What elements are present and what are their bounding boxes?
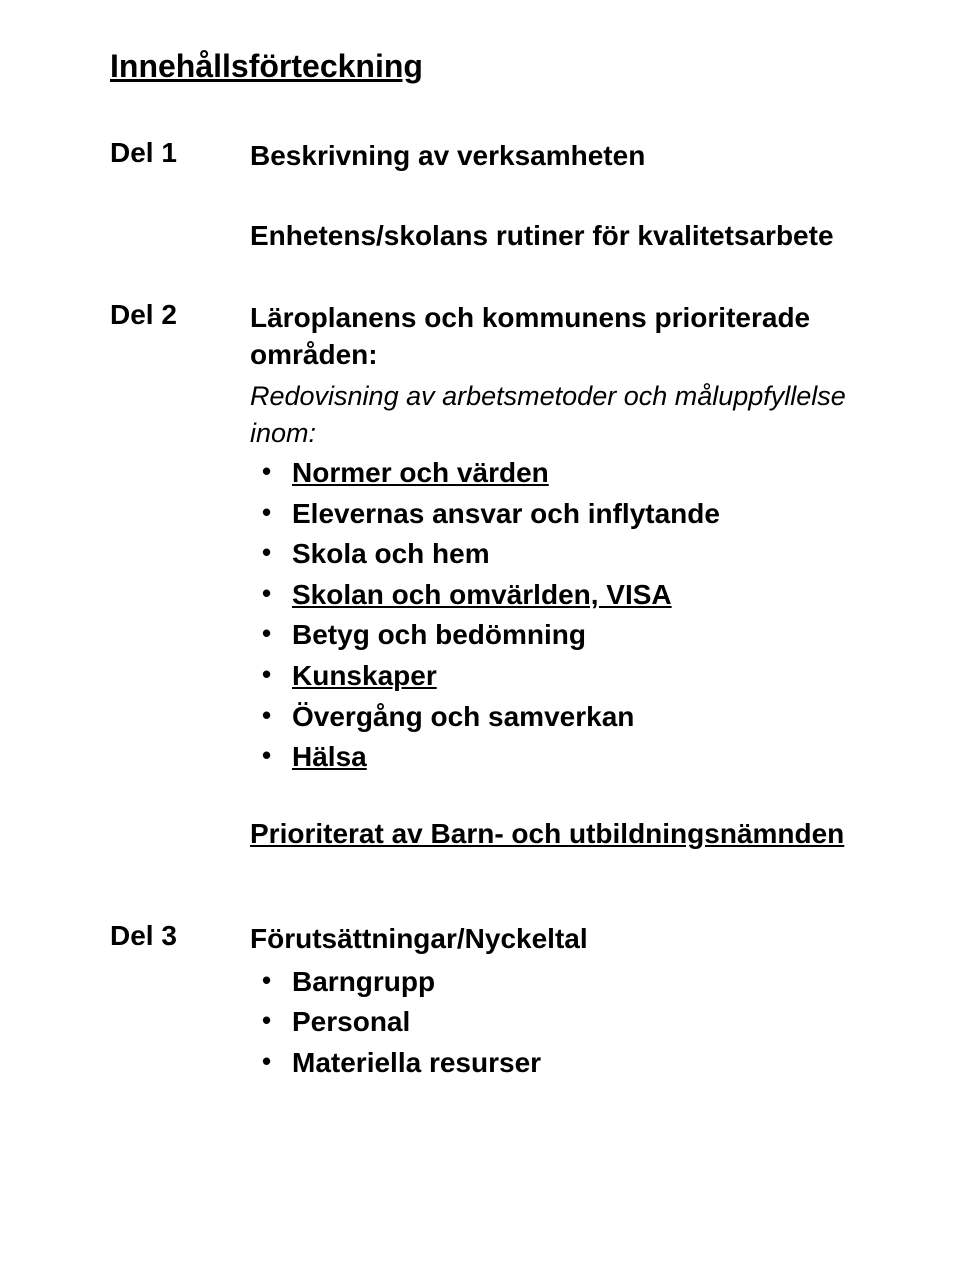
list-item: Skola och hem [292,534,870,575]
del2-label: Del 2 [110,299,250,331]
del2-body: Läroplanens och kommunens priori­terade … [250,299,870,850]
list-item: Elevernas ansvar och inflytande [292,494,870,535]
list-item: Normer och värden [292,453,870,494]
page-title: Innehållsförteckning [110,48,870,85]
del3-heading: Förutsättningar/Nyckeltal [250,920,870,958]
del1-heading2: Enhetens/skolans rutiner för kvalitets­a… [250,217,870,255]
list-item: Personal [292,1002,870,1043]
del1-heading1: Beskrivning av verksamheten [250,137,870,175]
list-item: Skolan och omvärlden, VISA [292,575,870,616]
del2-heading: Läroplanens och kommunens priori­terade … [250,299,870,375]
section-del3: Del 3 Förutsättningar/Nyckeltal Barngrup… [110,920,870,1084]
del1-label: Del 1 [110,137,250,169]
del1-body: Beskrivning av verksamheten Enhetens/sko… [250,137,870,255]
del3-bullet-list: BarngruppPersonalMateriella resurser [250,962,870,1084]
list-item: Kunskaper [292,656,870,697]
del3-body: Förutsättningar/Nyckeltal BarngruppPerso… [250,920,870,1084]
del2-priority-text: Prioriterat av Barn- och utbildningsnämn… [250,818,870,850]
section-del1: Del 1 Beskrivning av verksamheten Enhete… [110,137,870,255]
list-item: Materiella resurser [292,1043,870,1084]
del2-subheading: Redovisning av arbetsmetoder och måluppf… [250,378,870,451]
list-item: Hälsa [292,737,870,778]
del3-label: Del 3 [110,920,250,952]
del2-bullet-list: Normer och värdenElevernas ansvar och in… [250,453,870,778]
list-item: Övergång och samverkan [292,697,870,738]
list-item: Barngrupp [292,962,870,1003]
list-item: Betyg och bedömning [292,615,870,656]
section-del2: Del 2 Läroplanens och kommunens priori­t… [110,299,870,850]
